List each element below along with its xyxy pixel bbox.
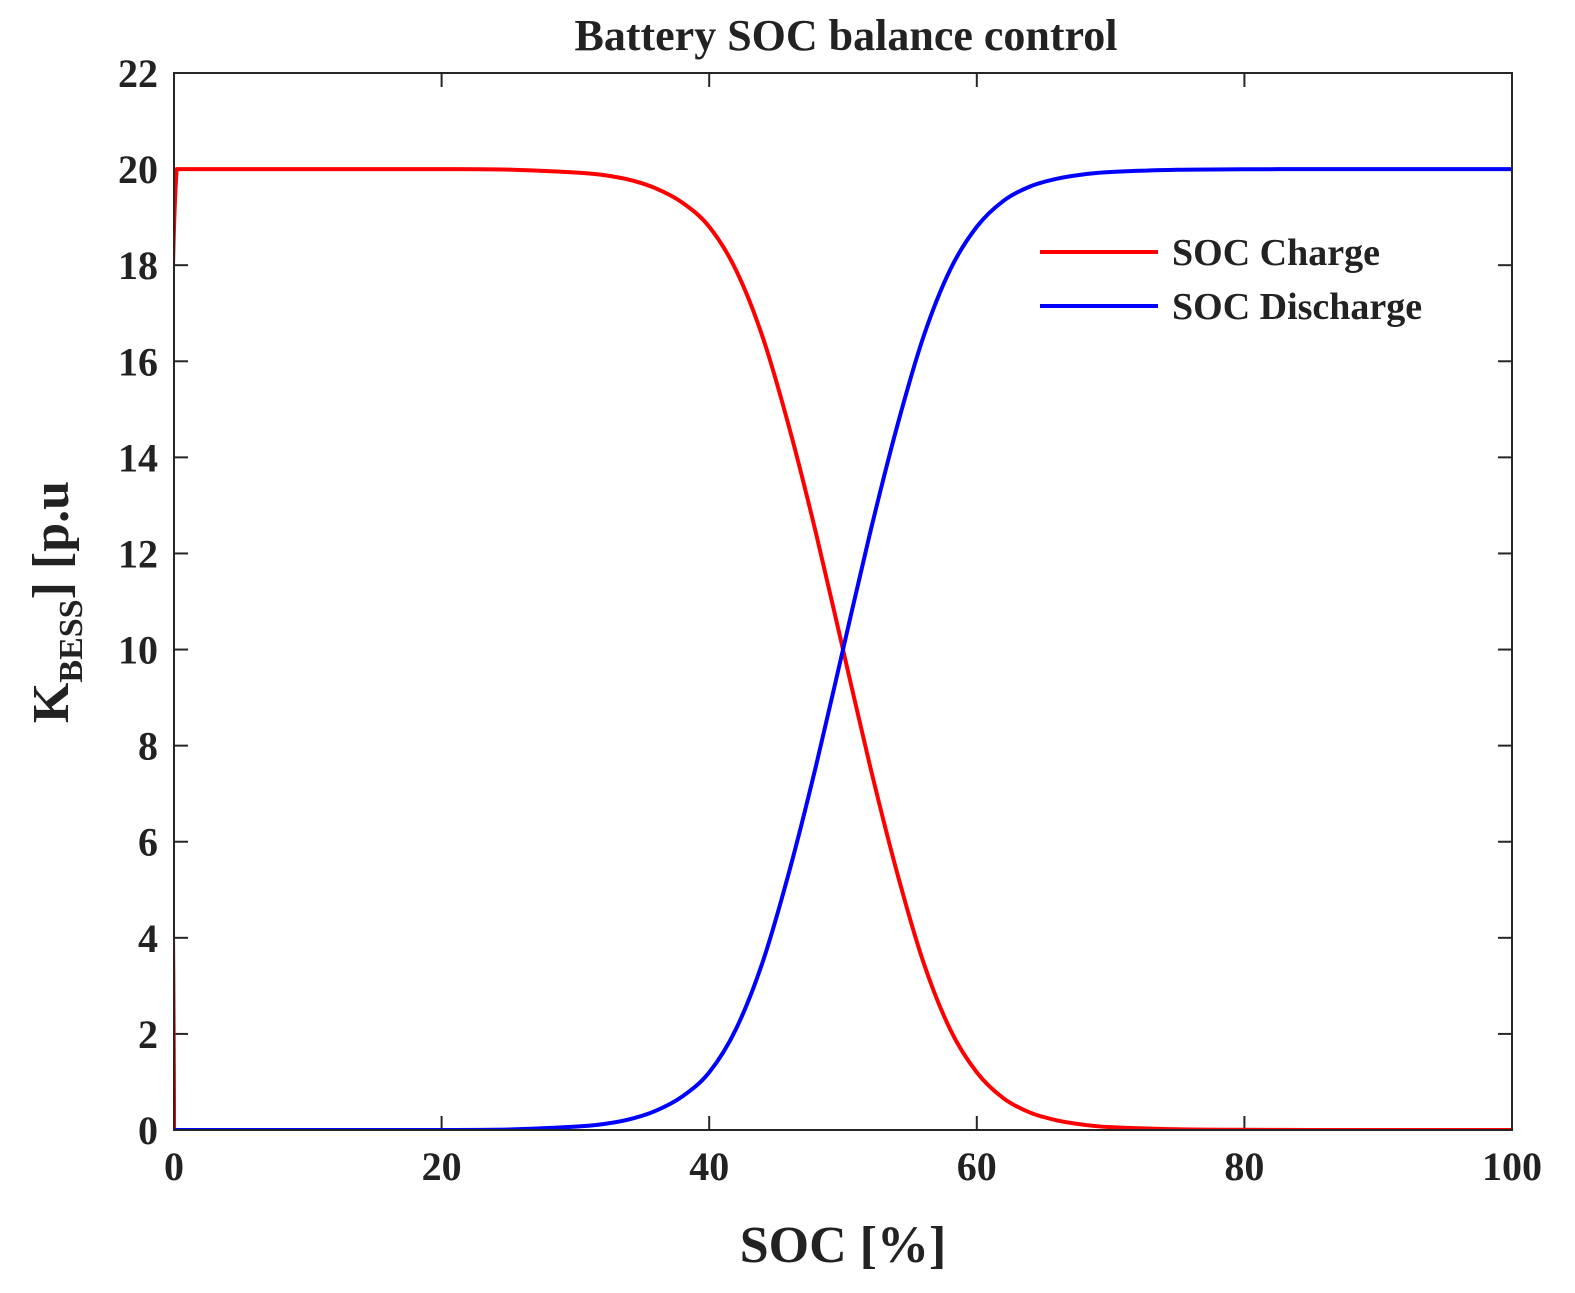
y-axis-label-subscript: BESS [53, 599, 90, 682]
legend-label: SOC Discharge [1172, 286, 1422, 328]
y-axis-label-suffix: ] [p.u [23, 481, 80, 599]
series-lines [174, 167, 1512, 1130]
plot-frame [173, 72, 1513, 1131]
series-line-soc-charge [174, 167, 1512, 1130]
y-tick-label: 0 [138, 1108, 158, 1153]
y-axis-label: KBESS] [p.u [23, 481, 90, 723]
x-axis-label: SOC [%] [740, 1217, 947, 1274]
y-tick-label: 6 [138, 820, 158, 865]
legend-label: SOC Charge [1172, 232, 1380, 274]
y-axis-label-main: K [23, 682, 80, 723]
y-tick-label: 16 [118, 339, 158, 384]
chart-title: Battery SOC balance control [574, 11, 1117, 60]
axis-tick-labels: 0 20 40 60 80 100 0 2 4 6 8 10 12 14 16 18 20 22 [118, 51, 1542, 1189]
y-tick-label: 4 [138, 916, 158, 961]
y-tick-label: 10 [118, 628, 158, 673]
x-tick-label: 60 [957, 1144, 997, 1189]
y-tick-label: 2 [138, 1012, 158, 1057]
plot-area [174, 73, 1512, 1130]
x-tick-label: 80 [1224, 1144, 1264, 1189]
x-tick-label: 40 [689, 1144, 729, 1189]
legend: SOC Charge SOC Discharge [1040, 232, 1422, 328]
x-tick-label: 0 [164, 1144, 184, 1189]
y-tick-label: 12 [118, 531, 158, 576]
y-tick-label: 20 [118, 147, 158, 192]
y-tick-label: 14 [118, 435, 158, 480]
x-tick-label: 20 [422, 1144, 462, 1189]
y-tick-label: 8 [138, 724, 158, 769]
x-tick-label: 100 [1482, 1144, 1542, 1189]
y-tick-label: 22 [118, 51, 158, 96]
series-line-soc-discharge [174, 167, 1512, 1130]
y-tick-label: 18 [118, 243, 158, 288]
